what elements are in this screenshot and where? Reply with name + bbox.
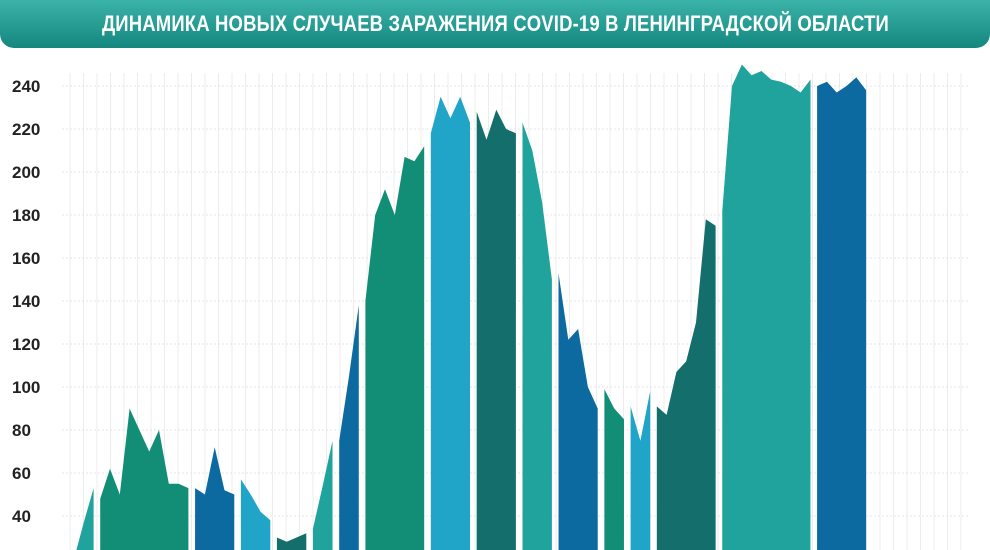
chart-areas bbox=[74, 64, 867, 550]
y-axis: 40 60 80 100 120 140 160 180 200 220 240 bbox=[12, 77, 40, 526]
area-segment-4 bbox=[240, 479, 271, 550]
area-segment-13 bbox=[604, 389, 624, 550]
chart-area: 40 60 80 100 120 140 160 180 200 220 240 bbox=[12, 64, 970, 550]
y-tick-label: 40 bbox=[12, 507, 31, 526]
area-segment-2 bbox=[100, 408, 189, 550]
area-segment-6 bbox=[312, 440, 333, 550]
y-tick-label: 120 bbox=[12, 335, 40, 354]
y-tick-label: 60 bbox=[12, 464, 31, 483]
y-tick-label: 180 bbox=[12, 206, 40, 225]
area-segment-12 bbox=[558, 273, 598, 550]
area-segment-10 bbox=[476, 109, 516, 550]
y-tick-label: 140 bbox=[12, 292, 40, 311]
chart-title: ДИНАМИКА НОВЫХ СЛУЧАЕВ ЗАРАЖЕНИЯ COVID-1… bbox=[101, 11, 889, 36]
y-tick-label: 80 bbox=[12, 421, 31, 440]
title-banner: ДИНАМИКА НОВЫХ СЛУЧАЕВ ЗАРАЖЕНИЯ COVID-1… bbox=[0, 0, 990, 48]
area-segment-8 bbox=[365, 146, 425, 550]
y-tick-label: 220 bbox=[12, 120, 40, 139]
y-tick-label: 160 bbox=[12, 249, 40, 268]
area-segment-7 bbox=[339, 305, 359, 550]
area-segment-14 bbox=[630, 391, 651, 550]
y-tick-label: 240 bbox=[12, 77, 40, 96]
area-segment-9 bbox=[430, 96, 471, 550]
area-segment-3 bbox=[195, 447, 235, 550]
area-segment-1 bbox=[74, 488, 94, 550]
area-segment-5 bbox=[276, 533, 307, 550]
area-segment-11 bbox=[522, 122, 552, 550]
area-segment-16 bbox=[722, 64, 811, 550]
area-segment-15 bbox=[656, 219, 716, 550]
area-segment-17 bbox=[817, 77, 867, 550]
y-tick-label: 100 bbox=[12, 378, 40, 397]
y-tick-label: 200 bbox=[12, 163, 40, 182]
